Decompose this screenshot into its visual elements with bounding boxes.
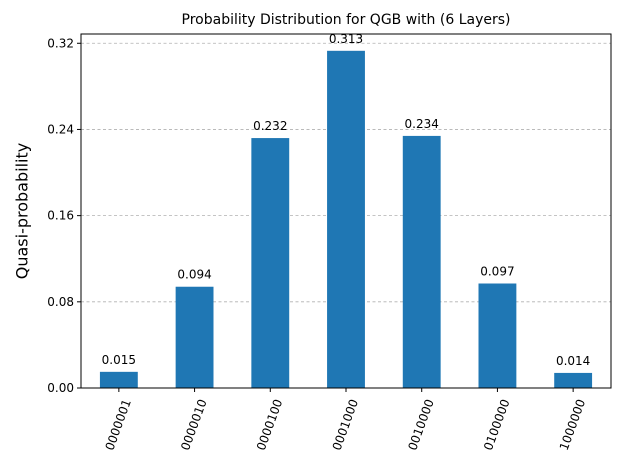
data-label-1000000: 0.014 [556,354,590,368]
y-tick-label: 0.08 [47,295,74,309]
y-axis-ticks: 0.00 0.08 0.16 0.24 0.32 [47,36,81,395]
x-tick-label-0000010: 0000010 [178,397,209,452]
bars [99,50,593,388]
bar-0000100 [251,138,290,388]
data-labels: 0.015 0.094 0.232 0.313 0.234 0.097 0.014 [102,32,591,368]
x-tick-label-0100000: 0100000 [481,397,512,452]
data-label-0010000: 0.234 [405,117,439,131]
data-label-0000100: 0.232 [253,119,287,133]
x-tick-label-0001000: 0001000 [330,397,361,452]
bar-0100000 [478,283,517,388]
data-label-0001000: 0.313 [329,32,363,46]
bar-0000010 [175,286,214,388]
y-tick-label: 0.16 [47,209,74,223]
y-tick-label: 0.00 [47,381,74,395]
data-label-0000001: 0.015 [102,353,136,367]
bar-1000000 [554,372,593,388]
y-tick-label: 0.32 [47,36,74,50]
y-axis-title: Quasi-probability [13,143,32,279]
x-tick-label-0010000: 0010000 [405,397,436,452]
chart-title: Probability Distribution for QGB with (6… [182,12,511,28]
data-label-0100000: 0.097 [480,265,514,279]
x-tick-label-1000000: 1000000 [557,397,588,452]
bar-0010000 [402,135,441,388]
bar-0000001 [99,371,138,388]
bar-0001000 [327,50,365,388]
x-tick-label-0000100: 0000100 [254,397,285,452]
x-axis-ticks: 0000001 0000010 0000100 0001000 0010000 01000… [103,388,588,452]
x-tick-label-0000001: 0000001 [103,397,134,452]
y-tick-label: 0.24 [47,122,74,136]
data-label-0000010: 0.094 [177,268,211,282]
